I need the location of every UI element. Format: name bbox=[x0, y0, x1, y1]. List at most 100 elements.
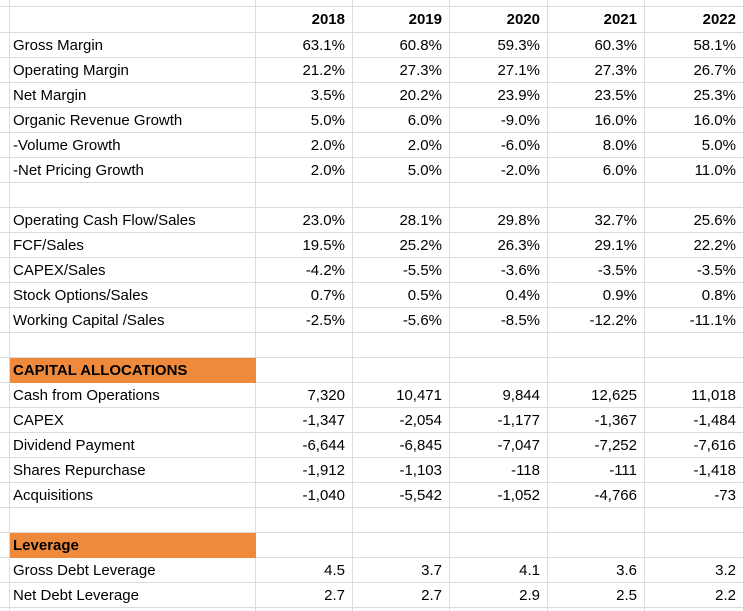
value-cell[interactable]: 16.0% bbox=[645, 108, 743, 133]
value-cell[interactable]: 0.7% bbox=[256, 283, 353, 308]
value-cell[interactable]: 32.7% bbox=[548, 208, 645, 233]
value-cell[interactable]: -5.5% bbox=[353, 258, 450, 283]
value-cell[interactable]: 20.2% bbox=[353, 83, 450, 108]
section-header-cell[interactable]: CAPITAL ALLOCATIONS bbox=[10, 358, 256, 383]
sliver-cell[interactable] bbox=[0, 558, 10, 583]
value-cell[interactable]: 2.5 bbox=[548, 583, 645, 608]
value-cell[interactable]: -111 bbox=[548, 458, 645, 483]
value-cell[interactable]: 25.2% bbox=[353, 233, 450, 258]
value-cell[interactable]: -11.1% bbox=[645, 308, 743, 333]
value-cell[interactable]: 10,471 bbox=[353, 383, 450, 408]
sliver-cell[interactable] bbox=[0, 83, 10, 108]
value-cell[interactable]: 60.3% bbox=[548, 33, 645, 58]
value-cell[interactable]: 3.7 bbox=[353, 558, 450, 583]
sliver-cell[interactable] bbox=[0, 308, 10, 333]
value-column-cell[interactable] bbox=[256, 0, 353, 7]
value-cell[interactable]: -6.0% bbox=[450, 133, 548, 158]
sliver-cell[interactable] bbox=[0, 408, 10, 433]
value-cell[interactable] bbox=[256, 358, 353, 383]
value-cell[interactable] bbox=[450, 533, 548, 558]
row-label-cell[interactable]: Net Margin bbox=[10, 83, 256, 108]
value-cell[interactable] bbox=[645, 533, 743, 558]
sliver-cell[interactable] bbox=[0, 358, 10, 383]
value-cell[interactable]: 16.0% bbox=[548, 108, 645, 133]
year-header-cell[interactable]: 2019 bbox=[353, 7, 450, 33]
sliver-cell[interactable] bbox=[0, 458, 10, 483]
value-cell[interactable] bbox=[548, 533, 645, 558]
row-label-cell[interactable]: Gross Margin bbox=[10, 33, 256, 58]
value-cell[interactable] bbox=[353, 533, 450, 558]
value-cell[interactable]: 22.2% bbox=[645, 233, 743, 258]
value-cell[interactable]: 11.0% bbox=[645, 158, 743, 183]
value-cell[interactable] bbox=[256, 508, 353, 533]
value-cell[interactable]: -1,367 bbox=[548, 408, 645, 433]
value-cell[interactable] bbox=[353, 508, 450, 533]
value-cell[interactable]: -73 bbox=[645, 483, 743, 508]
value-cell[interactable] bbox=[256, 333, 353, 358]
row-label-cell[interactable]: CAPEX bbox=[10, 408, 256, 433]
value-cell[interactable]: 7,320 bbox=[256, 383, 353, 408]
value-cell[interactable]: 5.0% bbox=[645, 133, 743, 158]
value-cell[interactable]: 2.7 bbox=[256, 583, 353, 608]
row-label-cell[interactable]: Shares Repurchase bbox=[10, 458, 256, 483]
value-cell[interactable]: 58.1% bbox=[645, 33, 743, 58]
value-cell[interactable]: 23.0% bbox=[256, 208, 353, 233]
value-column-cell[interactable] bbox=[450, 0, 548, 7]
value-cell[interactable]: 6.0% bbox=[353, 108, 450, 133]
value-cell[interactable]: -1,484 bbox=[645, 408, 743, 433]
value-cell[interactable]: 29.8% bbox=[450, 208, 548, 233]
value-cell[interactable] bbox=[548, 183, 645, 208]
value-cell[interactable]: -5,542 bbox=[353, 483, 450, 508]
value-cell[interactable] bbox=[645, 183, 743, 208]
value-column-cell[interactable] bbox=[548, 608, 645, 611]
value-cell[interactable] bbox=[353, 333, 450, 358]
value-cell[interactable] bbox=[450, 333, 548, 358]
row-label-cell[interactable]: FCF/Sales bbox=[10, 233, 256, 258]
value-cell[interactable]: 28.1% bbox=[353, 208, 450, 233]
sliver-cell[interactable] bbox=[0, 483, 10, 508]
section-header-cell[interactable]: Leverage bbox=[10, 533, 256, 558]
year-header-cell[interactable]: 2022 bbox=[645, 7, 743, 33]
value-cell[interactable] bbox=[548, 358, 645, 383]
value-cell[interactable]: 23.9% bbox=[450, 83, 548, 108]
value-cell[interactable]: -2,054 bbox=[353, 408, 450, 433]
value-cell[interactable]: 6.0% bbox=[548, 158, 645, 183]
value-cell[interactable]: 27.1% bbox=[450, 58, 548, 83]
row-label-cell[interactable]: Working Capital /Sales bbox=[10, 308, 256, 333]
row-label-cell[interactable] bbox=[10, 183, 256, 208]
value-cell[interactable]: 25.6% bbox=[645, 208, 743, 233]
value-cell[interactable]: 4.1 bbox=[450, 558, 548, 583]
value-cell[interactable]: 3.6 bbox=[548, 558, 645, 583]
value-cell[interactable]: -12.2% bbox=[548, 308, 645, 333]
row-label-cell[interactable]: Operating Cash Flow/Sales bbox=[10, 208, 256, 233]
value-cell[interactable]: 63.1% bbox=[256, 33, 353, 58]
value-cell[interactable]: 27.3% bbox=[353, 58, 450, 83]
value-cell[interactable]: 9,844 bbox=[450, 383, 548, 408]
value-cell[interactable]: 5.0% bbox=[256, 108, 353, 133]
value-cell[interactable]: -1,347 bbox=[256, 408, 353, 433]
row-label-cell[interactable]: Gross Debt Leverage bbox=[10, 558, 256, 583]
value-cell[interactable] bbox=[548, 333, 645, 358]
sliver-cell[interactable] bbox=[0, 208, 10, 233]
row-label-cell[interactable]: Dividend Payment bbox=[10, 433, 256, 458]
value-cell[interactable]: 0.5% bbox=[353, 283, 450, 308]
value-cell[interactable]: 2.0% bbox=[353, 133, 450, 158]
value-cell[interactable]: -1,912 bbox=[256, 458, 353, 483]
value-cell[interactable]: 0.4% bbox=[450, 283, 548, 308]
value-cell[interactable]: 29.1% bbox=[548, 233, 645, 258]
value-cell[interactable]: 27.3% bbox=[548, 58, 645, 83]
value-cell[interactable]: -1,040 bbox=[256, 483, 353, 508]
sliver-cell[interactable] bbox=[0, 233, 10, 258]
value-cell[interactable]: 21.2% bbox=[256, 58, 353, 83]
value-cell[interactable]: 2.9 bbox=[450, 583, 548, 608]
value-column-cell[interactable] bbox=[353, 0, 450, 7]
value-cell[interactable]: 19.5% bbox=[256, 233, 353, 258]
value-cell[interactable]: 5.0% bbox=[353, 158, 450, 183]
year-header-cell[interactable]: 2020 bbox=[450, 7, 548, 33]
sliver-cell[interactable] bbox=[0, 383, 10, 408]
row-label-cell[interactable] bbox=[10, 333, 256, 358]
value-cell[interactable] bbox=[256, 183, 353, 208]
sliver-cell[interactable] bbox=[0, 108, 10, 133]
label-column-cell[interactable] bbox=[10, 0, 256, 7]
sliver-cell[interactable] bbox=[0, 608, 10, 611]
